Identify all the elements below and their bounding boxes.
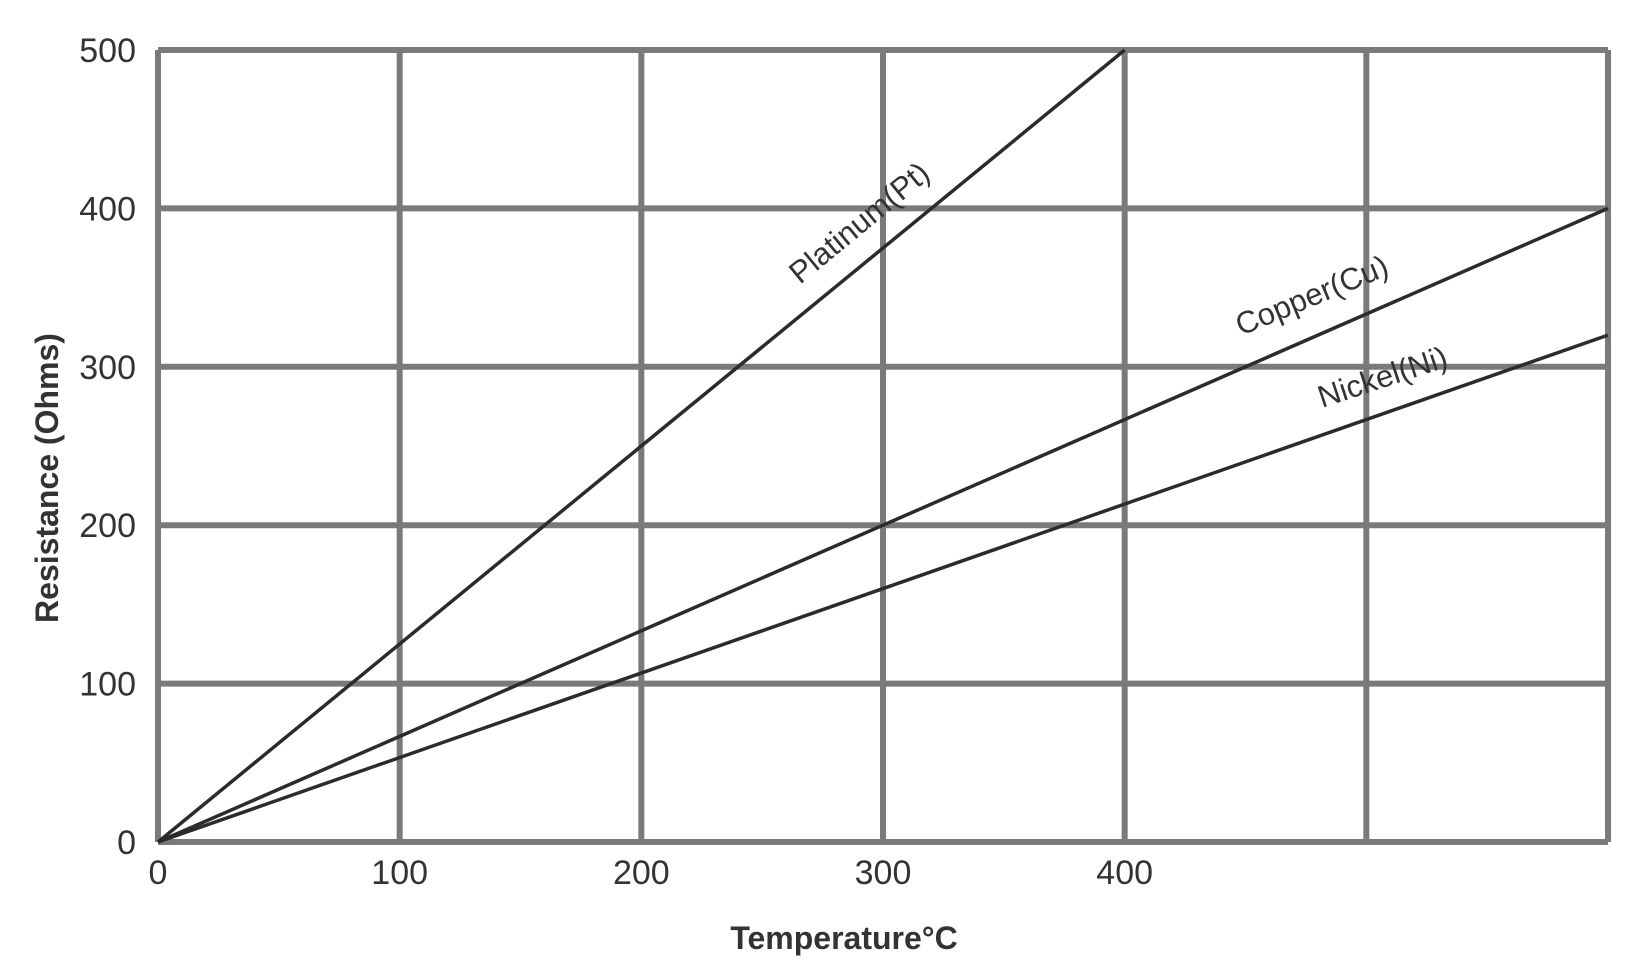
y-tick-label-0: 0 [117,824,136,862]
x-axis-title: Temperature°C [730,920,957,956]
x-tick-label-0: 0 [149,854,168,892]
series-line-2 [157,333,1609,844]
y-tick-label-2: 200 [79,507,136,545]
y-axis-title: Resistance (Ohms) [29,333,65,623]
series-line-0 [156,48,1126,844]
y-tick-label-4: 400 [79,190,136,228]
series-lines [156,48,1609,844]
x-tick-label-4: 400 [1096,854,1153,892]
series-line-1 [157,206,1609,844]
x-tick-label-3: 300 [855,854,912,892]
y-tick-label-5: 500 [79,32,136,70]
series-label-nickel: Nickel(Ni) [1313,339,1452,414]
grid [155,47,1611,845]
y-tick-label-1: 100 [79,666,136,704]
x-tick-label-1: 100 [371,854,428,892]
y-tick-label-3: 300 [79,349,136,387]
tick-labels: 0 100 200 300 400 0 100 200 300 400 500 [79,32,1153,892]
x-tick-label-2: 200 [613,854,670,892]
